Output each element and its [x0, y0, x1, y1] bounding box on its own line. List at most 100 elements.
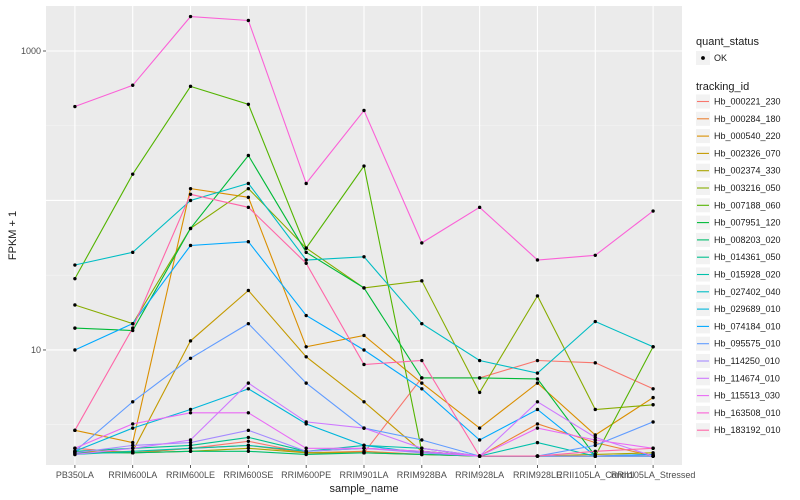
- data-point: [304, 345, 308, 349]
- data-point: [420, 279, 424, 283]
- data-point: [246, 288, 251, 293]
- data-point: [304, 355, 308, 359]
- data-point: [188, 84, 193, 89]
- data-point: [304, 446, 308, 450]
- data-point: [188, 443, 193, 448]
- x-tick-label: PB350LA: [56, 470, 94, 480]
- x-tick-label: RRIM600LE: [166, 470, 215, 480]
- data-point: [362, 255, 366, 259]
- data-point: [651, 420, 655, 424]
- data-point: [246, 239, 251, 244]
- data-point: [304, 258, 308, 262]
- data-point: [246, 18, 251, 23]
- legend-label-Hb_074184_010: Hb_074184_010: [714, 321, 781, 331]
- data-point: [246, 449, 251, 453]
- data-point: [477, 438, 482, 442]
- legend-label-Hb_000284_180: Hb_000284_180: [714, 114, 781, 124]
- data-point: [246, 195, 251, 200]
- x-tick-label: RRIM600PE: [281, 470, 331, 480]
- data-point: [73, 303, 77, 307]
- data-point: [362, 333, 366, 338]
- data-point: [362, 348, 366, 352]
- x-axis-title: sample_name: [329, 483, 398, 495]
- legend-label-Hb_003216_050: Hb_003216_050: [714, 183, 781, 193]
- data-point: [188, 438, 193, 442]
- data-point: [246, 205, 251, 210]
- data-points: [73, 14, 655, 458]
- data-point: [73, 276, 77, 281]
- data-point: [651, 395, 655, 400]
- data-point: [131, 250, 135, 255]
- data-point: [188, 446, 193, 450]
- data-point: [304, 261, 308, 265]
- data-point: [188, 186, 193, 191]
- data-point: [535, 377, 540, 381]
- data-point: [362, 400, 366, 404]
- data-point: [304, 381, 308, 385]
- data-point: [362, 426, 366, 430]
- x-tick-label: RRIM928LA: [455, 470, 504, 480]
- data-point: [651, 446, 655, 450]
- data-point: [304, 449, 308, 453]
- legend-label-Hb_008203_020: Hb_008203_020: [714, 235, 781, 245]
- data-point: [188, 243, 193, 248]
- data-point: [593, 433, 597, 437]
- data-point: [131, 328, 135, 333]
- data-point: [131, 449, 135, 453]
- legend-label-Hb_183192_010: Hb_183192_010: [714, 425, 781, 435]
- data-point: [246, 321, 251, 326]
- data-point: [535, 371, 540, 375]
- data-point: [535, 358, 540, 363]
- data-point: [420, 381, 424, 385]
- data-point: [304, 420, 308, 424]
- data-point: [246, 443, 251, 448]
- data-point: [131, 426, 135, 430]
- data-point: [246, 446, 251, 450]
- data-point: [188, 440, 193, 445]
- data-point: [246, 186, 251, 191]
- data-point: [593, 443, 597, 448]
- data-point: [362, 446, 366, 450]
- x-tick-label: RRII105LA_Control: [556, 470, 634, 480]
- data-point: [420, 321, 424, 326]
- legend-label-Hb_095575_010: Hb_095575_010: [714, 339, 781, 349]
- legend-label-Hb_007188_060: Hb_007188_060: [714, 200, 781, 210]
- data-point: [593, 319, 597, 324]
- data-point: [362, 443, 366, 448]
- data-point: [420, 438, 424, 442]
- legend-key-point: [701, 56, 705, 60]
- data-point: [246, 381, 251, 385]
- legend-label-Hb_002326_070: Hb_002326_070: [714, 148, 781, 158]
- data-point: [535, 422, 540, 426]
- data-point: [362, 451, 366, 455]
- data-point: [131, 172, 135, 176]
- data-point: [246, 439, 251, 443]
- y-tick-label: 10: [31, 345, 41, 355]
- legend-label-Hb_015928_020: Hb_015928_020: [714, 270, 781, 280]
- y-axis: 10 1000: [21, 46, 46, 355]
- data-point: [73, 348, 77, 352]
- x-tick-label: RRIM901LA: [339, 470, 388, 480]
- data-point: [188, 226, 193, 231]
- data-point: [73, 263, 77, 267]
- data-point: [651, 345, 655, 349]
- data-point: [593, 449, 597, 453]
- data-point: [651, 209, 655, 213]
- data-point: [246, 387, 251, 391]
- data-point: [593, 407, 597, 412]
- data-point: [477, 426, 482, 430]
- legend-label-Hb_115513_030: Hb_115513_030: [714, 391, 780, 401]
- legend-label-Hb_114674_010: Hb_114674_010: [714, 373, 780, 383]
- data-point: [73, 428, 77, 433]
- y-axis-title: FPKM + 1: [7, 211, 19, 260]
- data-point: [593, 361, 597, 365]
- data-point: [188, 356, 193, 360]
- data-point: [131, 422, 135, 426]
- y-tick-label: 1000: [21, 46, 41, 56]
- data-point: [188, 411, 193, 415]
- data-point: [246, 428, 251, 433]
- data-point: [535, 454, 540, 458]
- legend-label-Hb_002374_330: Hb_002374_330: [714, 166, 781, 176]
- legend: quant_status OK tracking_id Hb_000221_230 Hb…: [696, 36, 781, 438]
- data-point: [477, 205, 482, 210]
